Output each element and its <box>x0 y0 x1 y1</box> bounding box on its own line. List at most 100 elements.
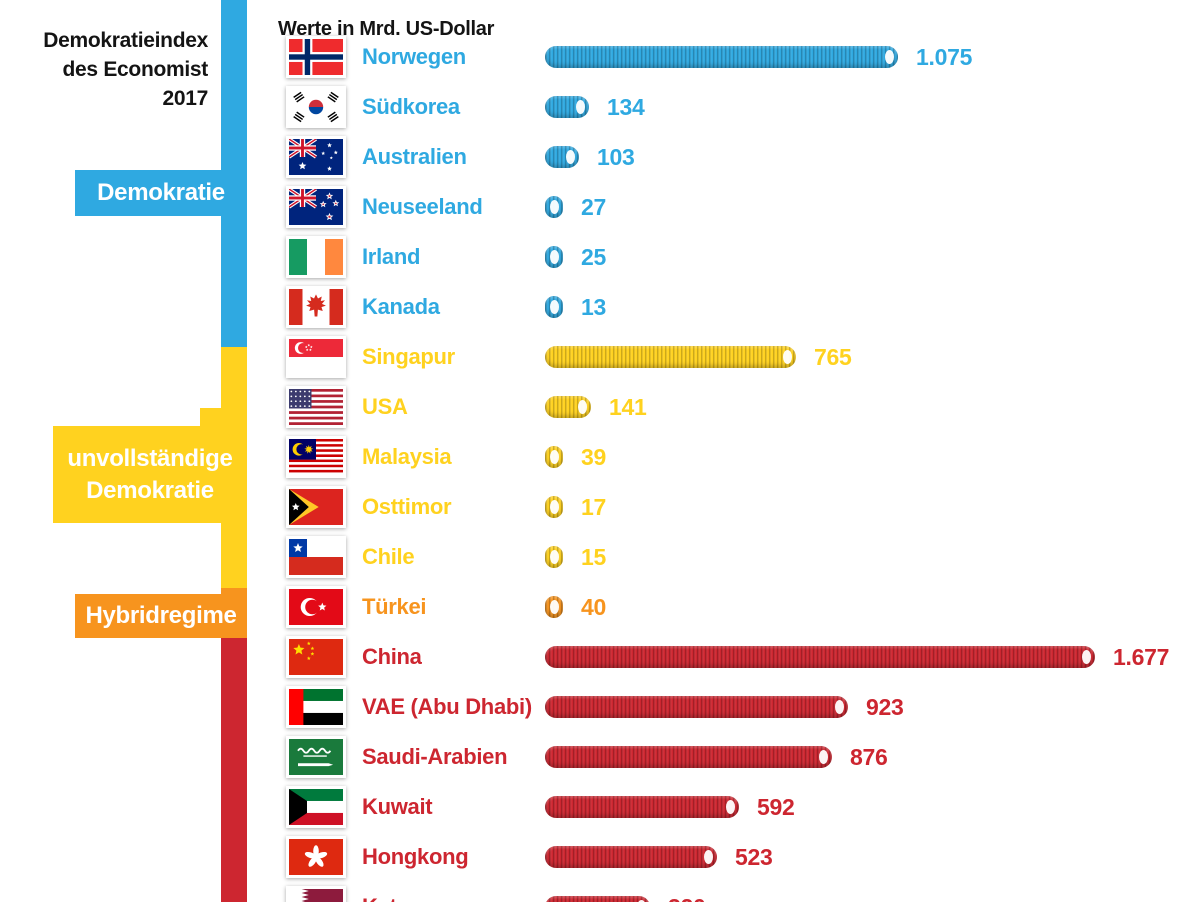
value-bar <box>545 746 832 768</box>
country-label: China <box>362 644 422 669</box>
country-label: Türkei <box>362 594 427 619</box>
coin-ridges-texture <box>545 896 650 902</box>
chart-row: Kanada 13 <box>0 282 1200 332</box>
country-label: Südkorea <box>362 94 460 119</box>
china-flag-icon <box>286 636 346 678</box>
coin-face-icon <box>637 900 646 902</box>
chile-flag-icon <box>286 536 346 578</box>
usa-flag-icon <box>286 386 346 428</box>
country-label: VAE (Abu Dhabi) <box>362 694 532 719</box>
coin-face-icon <box>726 800 735 814</box>
bar-value-label: 103 <box>597 144 635 170</box>
units-label: Werte in Mrd. US-Dollar <box>278 18 495 40</box>
coin-ridges-texture <box>545 746 832 768</box>
coin-face-icon <box>566 150 575 164</box>
chart-row: Neuseeland 27 <box>0 182 1200 232</box>
coin-ridges-texture <box>545 696 848 718</box>
bar-value-label: 523 <box>735 844 773 870</box>
coin-face-icon <box>550 200 559 214</box>
saudi-arabia-flag-icon <box>286 736 346 778</box>
qatar-flag-icon <box>286 886 346 902</box>
bar-value-label: 27 <box>581 194 606 220</box>
bar-value-label: 15 <box>581 544 606 570</box>
norway-flag-icon <box>286 36 346 78</box>
coin-ridges-texture <box>545 796 739 818</box>
coin-face-icon <box>550 600 559 614</box>
value-bar <box>545 896 650 902</box>
coin-face-icon <box>885 50 894 64</box>
south-korea-flag-icon <box>286 86 346 128</box>
coin-face-icon <box>704 850 713 864</box>
chart-row: Saudi-Arabien 876 <box>0 732 1200 782</box>
page-title-line-1: Demokratieindex <box>43 29 208 52</box>
country-label: Malaysia <box>362 444 452 469</box>
value-bar <box>545 696 848 718</box>
value-bar <box>545 296 563 318</box>
country-label: Norwegen <box>362 44 466 69</box>
bar-value-label: 923 <box>866 694 904 720</box>
bar-value-label: 134 <box>607 94 645 120</box>
value-bar <box>545 546 563 568</box>
kuwait-flag-icon <box>286 786 346 828</box>
country-label: Kanada <box>362 294 440 319</box>
category-label-demokratie: Demokratie <box>75 170 247 216</box>
value-bar <box>545 146 579 168</box>
country-label: Chile <box>362 544 415 569</box>
category-label-unvollstaendige-demokratie: unvollständige Demokratie <box>53 426 247 523</box>
coin-face-icon <box>550 550 559 564</box>
singapore-flag-icon <box>286 336 346 378</box>
value-bar <box>545 496 563 518</box>
chart-row: Katar 320 <box>0 882 1200 902</box>
malaysia-flag-icon <box>286 436 346 478</box>
country-label: Neuseeland <box>362 194 483 219</box>
chart-row: VAE (Abu Dhabi) 923 <box>0 682 1200 732</box>
coin-ridges-texture <box>545 846 717 868</box>
value-bar <box>545 796 739 818</box>
coin-face-icon <box>550 300 559 314</box>
bar-value-label: 876 <box>850 744 888 770</box>
value-bar <box>545 596 563 618</box>
spine-segment-autoritaer <box>221 637 247 902</box>
bar-value-label: 13 <box>581 294 606 320</box>
coin-face-icon <box>1082 650 1091 664</box>
value-bar <box>545 446 563 468</box>
value-bar <box>545 346 796 368</box>
value-bar <box>545 196 563 218</box>
hong-kong-flag-icon <box>286 836 346 878</box>
chart-row: USA 141 <box>0 382 1200 432</box>
canada-flag-icon <box>286 286 346 328</box>
chart-row: Osttimor 17 <box>0 482 1200 532</box>
country-label: Osttimor <box>362 494 452 519</box>
chart-row: Irland 25 <box>0 232 1200 282</box>
east-timor-flag-icon <box>286 486 346 528</box>
bar-value-label: 765 <box>814 344 852 370</box>
value-bar <box>545 46 898 68</box>
coin-face-icon <box>835 700 844 714</box>
value-bar <box>545 96 589 118</box>
value-bar <box>545 646 1095 668</box>
country-label: Saudi-Arabien <box>362 744 508 769</box>
country-label: Kuwait <box>362 794 433 819</box>
chart-row: Chile 15 <box>0 532 1200 582</box>
value-bar <box>545 246 563 268</box>
page-title-line-3: 2017 <box>162 87 208 110</box>
chart-row: Norwegen 1.075 <box>0 32 1200 82</box>
country-label: Hongkong <box>362 844 469 869</box>
category-label-hybridregime: Hybridregime <box>75 594 247 638</box>
country-label: USA <box>362 394 408 419</box>
chart-row: Malaysia 39 <box>0 432 1200 482</box>
country-label: Singapur <box>362 344 455 369</box>
coin-face-icon <box>550 250 559 264</box>
coin-ridges-texture <box>545 46 898 68</box>
chart-row: Hongkong 523 <box>0 832 1200 882</box>
chart-row: Südkorea 134 <box>0 82 1200 132</box>
country-label: Katar <box>362 894 417 902</box>
new-zealand-flag-icon <box>286 186 346 228</box>
australia-flag-icon <box>286 136 346 178</box>
bar-value-label: 40 <box>581 594 606 620</box>
chart-row: Australien 103 <box>0 132 1200 182</box>
uae-flag-icon <box>286 686 346 728</box>
coin-ridges-texture <box>545 646 1095 668</box>
bar-value-label: 141 <box>609 394 647 420</box>
